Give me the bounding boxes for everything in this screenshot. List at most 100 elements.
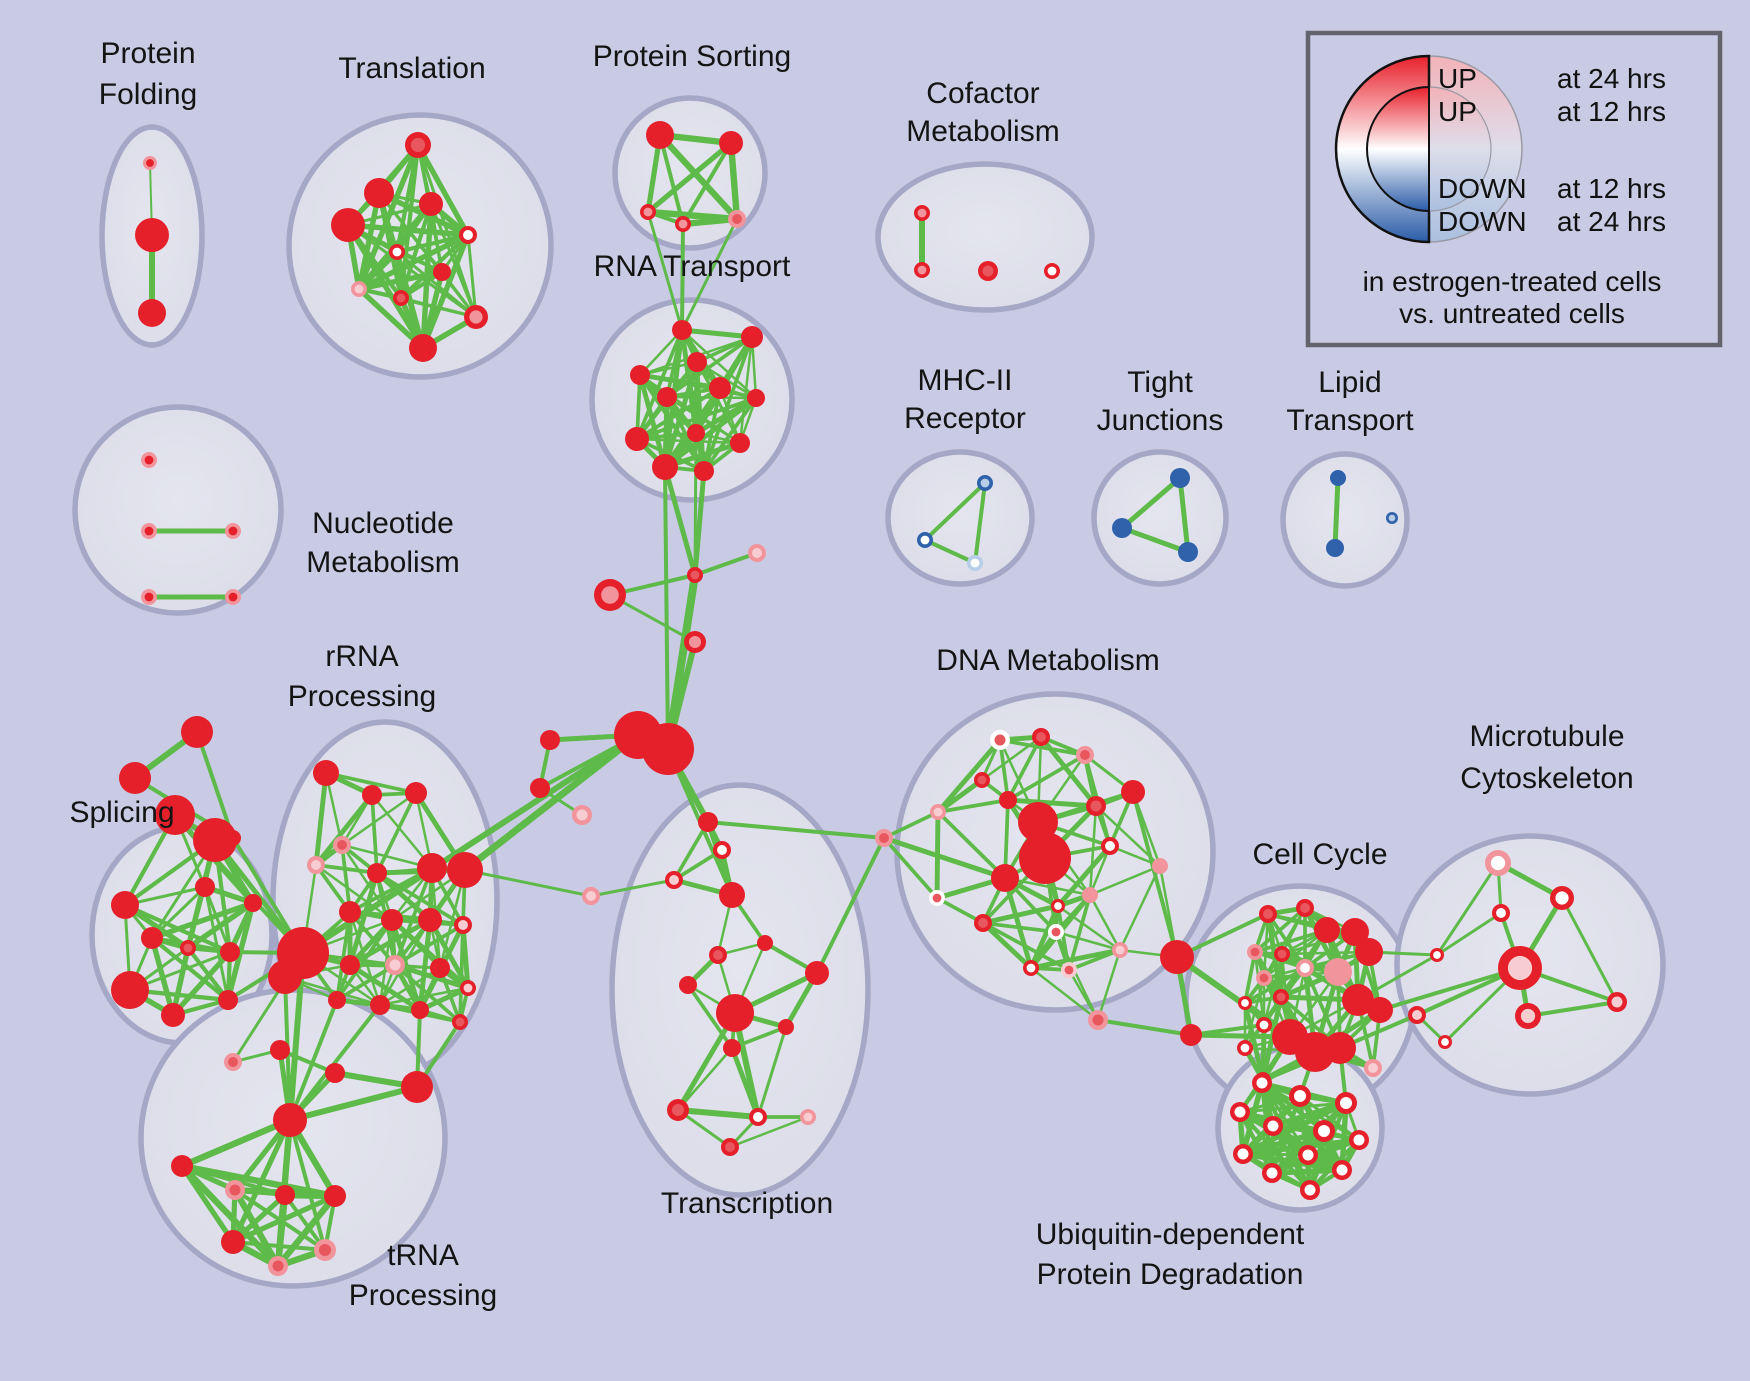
edge xyxy=(923,481,987,542)
node xyxy=(594,579,626,611)
cluster-label-lipid: Transport xyxy=(1286,404,1414,437)
node xyxy=(370,995,390,1015)
node xyxy=(1364,1059,1382,1077)
edge xyxy=(679,215,741,228)
node xyxy=(1341,918,1369,946)
node xyxy=(1607,992,1627,1012)
node xyxy=(747,389,765,407)
node xyxy=(367,863,387,883)
edge xyxy=(1307,1100,1349,1193)
edge xyxy=(998,738,1010,802)
cluster-label-splicing: Splicing xyxy=(69,796,174,829)
node xyxy=(1330,470,1346,486)
edge xyxy=(1006,753,1087,802)
edge xyxy=(681,141,733,226)
edge xyxy=(608,593,697,644)
edge xyxy=(203,885,230,1002)
edge xyxy=(149,900,256,941)
node xyxy=(990,730,1010,750)
node xyxy=(409,334,437,362)
node xyxy=(1121,780,1145,804)
cluster-labels: Protein Folding Translation Protein Sorting… xyxy=(69,37,1633,1312)
node xyxy=(401,1071,433,1103)
edge xyxy=(923,538,977,565)
node xyxy=(328,991,346,1009)
edge xyxy=(370,793,434,870)
node xyxy=(1313,1120,1335,1142)
node xyxy=(1298,1145,1318,1165)
edge xyxy=(981,921,1058,934)
node xyxy=(1515,1003,1541,1029)
node xyxy=(459,226,477,244)
edge xyxy=(356,249,400,292)
node xyxy=(684,631,706,653)
edge xyxy=(980,903,1061,926)
node xyxy=(193,818,237,862)
node xyxy=(675,216,691,232)
node xyxy=(141,452,157,468)
node xyxy=(1023,960,1039,976)
edge xyxy=(231,1240,327,1252)
cluster-label-transcription: Transcription xyxy=(661,1187,833,1220)
node xyxy=(195,877,215,897)
node xyxy=(225,1180,245,1200)
cluster-label-tight_junctions: Tight xyxy=(1127,366,1193,399)
node xyxy=(1300,1180,1320,1200)
node xyxy=(181,716,213,748)
edge xyxy=(314,863,394,922)
node xyxy=(220,942,240,962)
edge xyxy=(1005,797,1099,809)
edge xyxy=(980,920,1034,971)
edge xyxy=(881,835,1008,881)
edge xyxy=(693,551,759,577)
node xyxy=(1263,1116,1283,1136)
edge xyxy=(1119,525,1191,555)
node xyxy=(389,244,405,260)
edge xyxy=(680,217,739,332)
legend-time-label: at 24 hrs xyxy=(1557,63,1666,94)
node xyxy=(582,887,600,905)
edge xyxy=(756,1025,788,1119)
node xyxy=(652,454,678,480)
node xyxy=(447,852,483,888)
edge xyxy=(882,836,939,900)
cluster-label-nucleotide: Metabolism xyxy=(306,546,459,579)
edge xyxy=(347,962,423,1013)
edge xyxy=(195,730,235,840)
edge xyxy=(1526,1000,1619,1018)
node xyxy=(333,836,351,854)
node xyxy=(1430,948,1444,962)
edge xyxy=(458,923,465,1024)
edge xyxy=(394,232,471,255)
node xyxy=(800,1109,816,1125)
cluster-label-microtubule: Cytoskeleton xyxy=(1460,762,1633,795)
node xyxy=(914,262,930,278)
node xyxy=(914,205,930,221)
edge xyxy=(461,731,642,874)
node xyxy=(630,365,650,385)
node xyxy=(672,320,692,340)
cluster-label-mhc: Receptor xyxy=(904,402,1026,435)
edge xyxy=(356,286,426,351)
node xyxy=(411,1001,429,1019)
edge xyxy=(314,863,379,875)
node xyxy=(1160,940,1194,974)
edge xyxy=(662,395,759,470)
edge xyxy=(635,396,758,441)
node xyxy=(1019,832,1071,884)
node xyxy=(1101,837,1119,855)
edge xyxy=(1242,1000,1266,1083)
node xyxy=(1178,542,1198,562)
edge xyxy=(313,792,375,868)
edge xyxy=(340,843,352,914)
node xyxy=(454,916,472,934)
edge xyxy=(635,437,706,473)
edge xyxy=(1435,911,1503,957)
edge xyxy=(693,431,698,577)
node xyxy=(143,156,157,170)
node xyxy=(1289,1085,1311,1107)
node xyxy=(687,352,707,372)
edge xyxy=(1269,1128,1327,1176)
node xyxy=(1498,946,1542,990)
node xyxy=(709,377,731,399)
